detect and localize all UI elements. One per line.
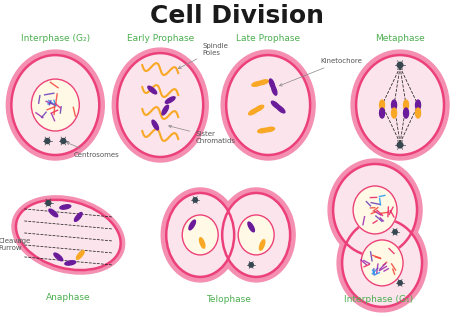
Ellipse shape (249, 108, 258, 115)
Text: Sister
Chromatids: Sister Chromatids (169, 125, 235, 144)
Ellipse shape (226, 55, 310, 155)
Ellipse shape (117, 53, 203, 157)
Ellipse shape (403, 108, 409, 118)
Text: Anaphase: Anaphase (46, 294, 91, 302)
Ellipse shape (165, 97, 175, 103)
Ellipse shape (31, 79, 79, 131)
Ellipse shape (356, 55, 444, 155)
Circle shape (397, 62, 403, 68)
Ellipse shape (49, 209, 58, 217)
Text: Centrosomes: Centrosomes (66, 142, 119, 158)
Ellipse shape (258, 128, 268, 133)
Ellipse shape (65, 261, 76, 265)
Text: Telophase: Telophase (206, 295, 251, 304)
Ellipse shape (276, 105, 285, 113)
Ellipse shape (254, 105, 264, 112)
Ellipse shape (182, 215, 218, 255)
Ellipse shape (221, 50, 315, 160)
Ellipse shape (259, 240, 265, 250)
Ellipse shape (161, 188, 239, 282)
Ellipse shape (162, 105, 168, 115)
Ellipse shape (392, 108, 397, 118)
Text: Spindle
Poles: Spindle Poles (178, 43, 228, 68)
Circle shape (393, 230, 397, 234)
Ellipse shape (380, 108, 384, 118)
Ellipse shape (12, 196, 125, 274)
Ellipse shape (416, 100, 420, 110)
Text: Kinetochore: Kinetochore (280, 58, 362, 86)
Ellipse shape (416, 108, 420, 118)
Ellipse shape (252, 81, 262, 86)
Ellipse shape (328, 159, 422, 261)
Ellipse shape (342, 219, 422, 307)
Text: Interphase (G₁): Interphase (G₁) (344, 295, 413, 304)
Ellipse shape (148, 86, 156, 94)
Circle shape (397, 142, 403, 148)
Circle shape (193, 198, 197, 202)
Ellipse shape (333, 164, 417, 256)
Ellipse shape (269, 79, 275, 89)
Ellipse shape (353, 186, 397, 234)
Ellipse shape (152, 120, 158, 130)
Circle shape (398, 281, 402, 285)
Ellipse shape (380, 100, 384, 110)
Ellipse shape (272, 85, 277, 95)
Text: Cell Division: Cell Division (150, 4, 324, 28)
Text: Metaphase: Metaphase (375, 34, 425, 42)
Ellipse shape (217, 188, 295, 282)
Circle shape (61, 139, 66, 144)
Ellipse shape (166, 193, 234, 277)
Ellipse shape (76, 250, 84, 259)
Ellipse shape (337, 214, 427, 312)
Circle shape (249, 263, 254, 267)
Ellipse shape (189, 220, 195, 230)
Circle shape (45, 139, 50, 144)
Text: Interphase (G₂): Interphase (G₂) (21, 34, 90, 42)
Ellipse shape (403, 100, 409, 110)
Text: Cleavage
Furrow: Cleavage Furrow (0, 238, 31, 251)
Ellipse shape (54, 253, 63, 261)
Ellipse shape (351, 50, 449, 160)
Ellipse shape (200, 238, 205, 248)
Ellipse shape (6, 50, 104, 160)
Ellipse shape (112, 48, 208, 162)
Text: Early Prophase: Early Prophase (127, 34, 194, 42)
Ellipse shape (222, 193, 290, 277)
Ellipse shape (258, 80, 268, 85)
Ellipse shape (248, 222, 255, 232)
Ellipse shape (264, 127, 274, 132)
Ellipse shape (272, 101, 280, 109)
Ellipse shape (11, 55, 99, 155)
Circle shape (46, 200, 51, 205)
Text: Late Prophase: Late Prophase (236, 34, 300, 42)
Ellipse shape (361, 240, 403, 286)
Ellipse shape (238, 215, 274, 255)
Ellipse shape (392, 100, 397, 110)
Ellipse shape (16, 200, 121, 270)
Ellipse shape (60, 205, 71, 209)
Ellipse shape (74, 213, 82, 221)
